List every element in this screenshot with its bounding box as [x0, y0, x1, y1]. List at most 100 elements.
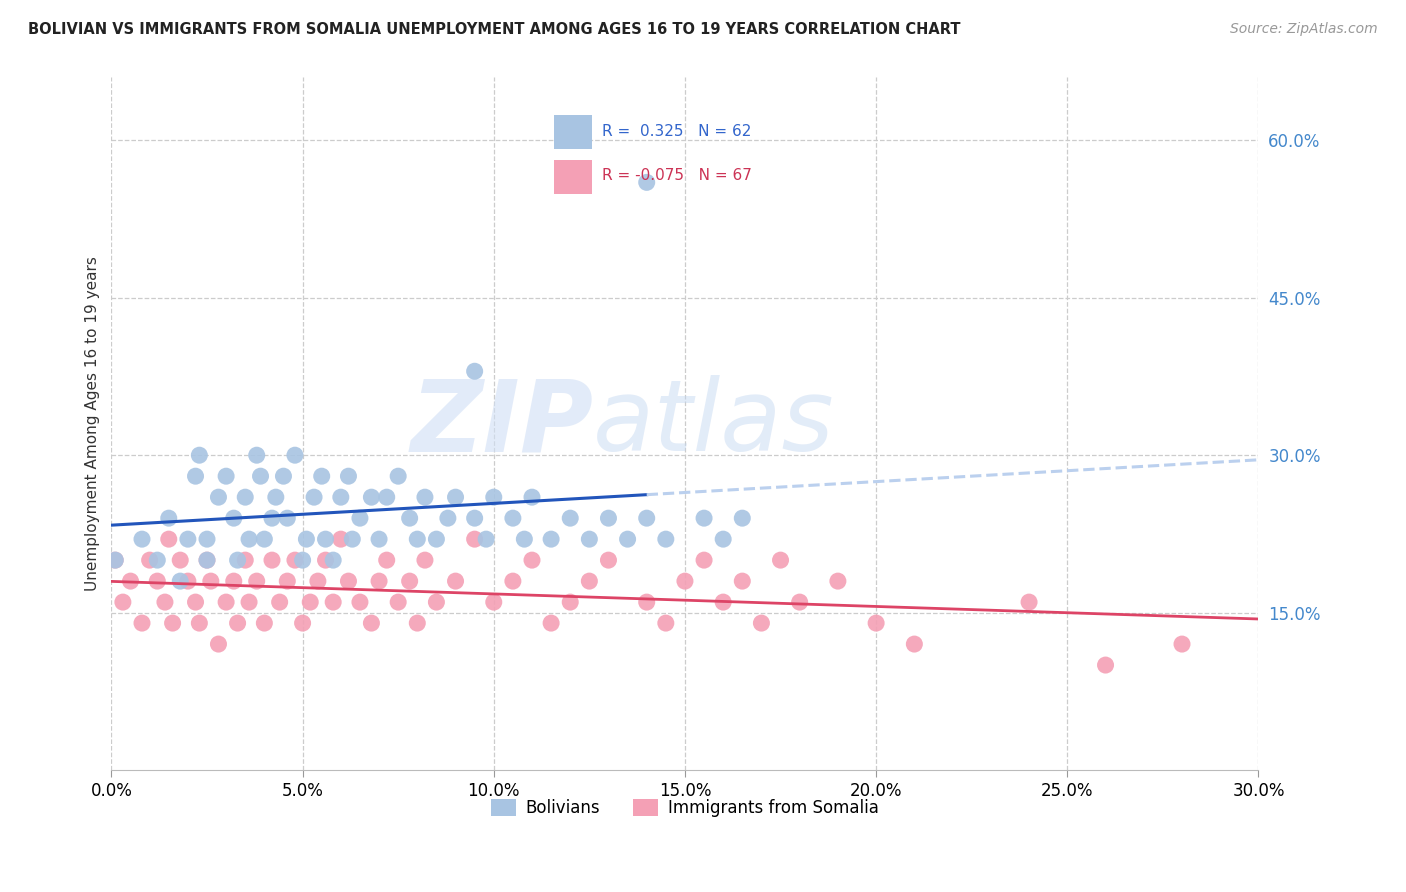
Point [295, 532, 318, 546]
Point [157, 511, 180, 525]
Point [131, 616, 153, 631]
Point [827, 574, 849, 588]
Text: ZIP: ZIP [411, 376, 593, 472]
Point [238, 595, 260, 609]
Point [233, 553, 256, 567]
Point [1018, 595, 1040, 609]
Point [184, 595, 207, 609]
Point [375, 490, 398, 504]
Point [246, 574, 269, 588]
Point [215, 595, 238, 609]
Point [903, 637, 925, 651]
Point [253, 616, 276, 631]
Point [464, 532, 486, 546]
Point [387, 595, 409, 609]
Point [655, 532, 678, 546]
Point [200, 574, 222, 588]
Point [276, 574, 298, 588]
Point [138, 553, 160, 567]
Point [482, 490, 505, 504]
Text: atlas: atlas [593, 376, 835, 472]
Point [560, 595, 582, 609]
Point [157, 532, 180, 546]
Point [207, 490, 229, 504]
Point [307, 574, 329, 588]
Point [120, 574, 142, 588]
Point [222, 574, 245, 588]
Point [302, 490, 325, 504]
Point [425, 595, 447, 609]
Point [315, 553, 337, 567]
Point [502, 511, 524, 525]
Point [169, 553, 191, 567]
Point [406, 532, 429, 546]
Point [238, 532, 260, 546]
Point [233, 490, 256, 504]
Point [444, 490, 467, 504]
Point [398, 511, 420, 525]
Text: BOLIVIAN VS IMMIGRANTS FROM SOMALIA UNEMPLOYMENT AMONG AGES 16 TO 19 YEARS CORRE: BOLIVIAN VS IMMIGRANTS FROM SOMALIA UNEM… [28, 22, 960, 37]
Point [195, 553, 218, 567]
Point [184, 469, 207, 483]
Point [360, 616, 382, 631]
Point [322, 595, 344, 609]
Point [368, 532, 391, 546]
Point [560, 511, 582, 525]
Point [131, 532, 153, 546]
Point [655, 616, 678, 631]
Point [337, 574, 360, 588]
Point [104, 553, 127, 567]
Point [413, 553, 436, 567]
Point [273, 469, 295, 483]
Point [398, 574, 420, 588]
Point [264, 490, 287, 504]
Point [188, 448, 211, 462]
Point [195, 532, 218, 546]
Point [598, 511, 620, 525]
Legend: Bolivians, Immigrants from Somalia: Bolivians, Immigrants from Somalia [484, 792, 886, 824]
Point [636, 511, 658, 525]
Point [329, 532, 352, 546]
Point [146, 574, 169, 588]
Point [513, 532, 536, 546]
Point [104, 553, 127, 567]
Point [291, 616, 314, 631]
Point [368, 574, 391, 588]
Point [1171, 637, 1194, 651]
Point [769, 553, 792, 567]
Point [195, 553, 218, 567]
Point [540, 616, 562, 631]
Point [222, 511, 245, 525]
Point [349, 511, 371, 525]
Point [260, 553, 283, 567]
Point [578, 532, 600, 546]
Point [636, 595, 658, 609]
Point [253, 532, 276, 546]
Point [284, 553, 307, 567]
Point [284, 448, 307, 462]
Point [598, 553, 620, 567]
Point [153, 595, 176, 609]
Point [731, 511, 754, 525]
Point [444, 574, 467, 588]
Point [207, 637, 229, 651]
Point [349, 595, 371, 609]
Point [322, 553, 344, 567]
Point [636, 175, 658, 189]
Point [276, 511, 298, 525]
Point [246, 448, 269, 462]
Point [215, 469, 238, 483]
Point [693, 511, 716, 525]
Point [311, 469, 333, 483]
Point [169, 574, 191, 588]
Point [360, 490, 382, 504]
Point [269, 595, 291, 609]
Point [865, 616, 887, 631]
Y-axis label: Unemployment Among Ages 16 to 19 years: Unemployment Among Ages 16 to 19 years [86, 256, 100, 591]
Point [177, 574, 200, 588]
Point [387, 469, 409, 483]
Point [693, 553, 716, 567]
Point [502, 574, 524, 588]
Point [711, 595, 734, 609]
Point [226, 616, 249, 631]
